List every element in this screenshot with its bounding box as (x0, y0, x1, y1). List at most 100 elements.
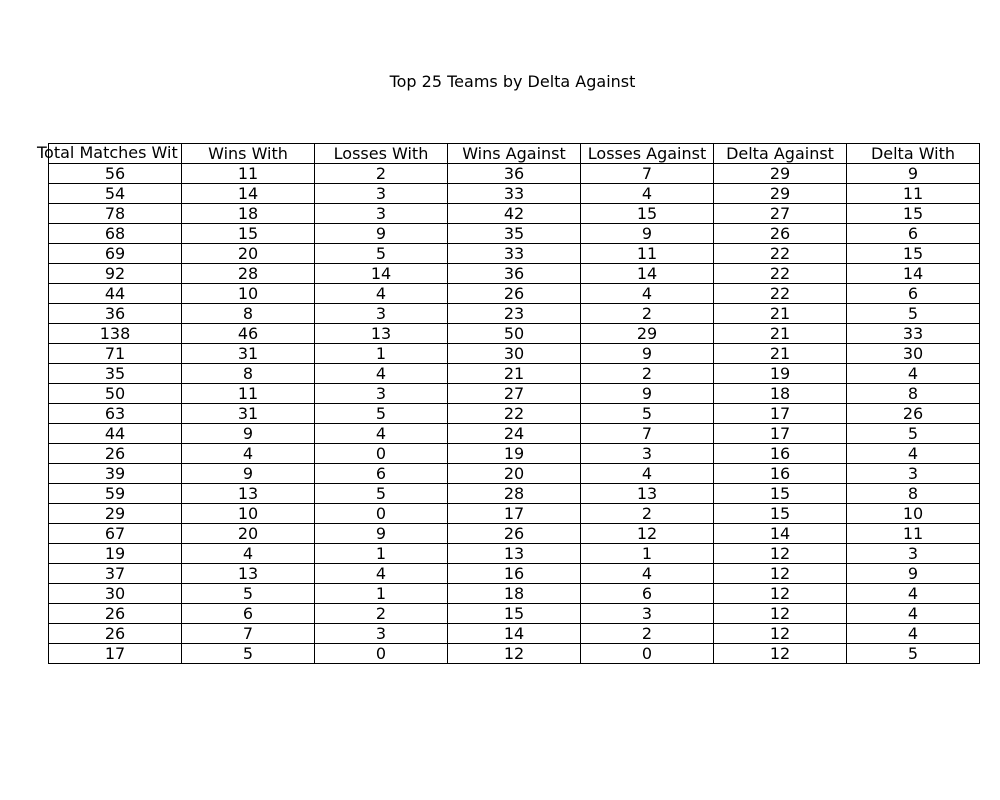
table-cell: 9 (314, 223, 448, 244)
table-cell: 4 (181, 443, 315, 464)
table-cell: 30 (846, 343, 980, 364)
table-cell: 15 (846, 203, 980, 224)
table-cell: 11 (181, 163, 315, 184)
table-cell: 26 (48, 603, 182, 624)
table-cell: 54 (48, 183, 182, 204)
table-cell: 18 (447, 583, 581, 604)
table-cell: 0 (314, 643, 448, 664)
table-cell: 3 (314, 623, 448, 644)
table-row: 71 31 1 30 9 21 30 (48, 343, 980, 364)
table-cell: 11 (846, 523, 980, 544)
table-cell: 2 (580, 623, 714, 644)
table-cell: 22 (713, 243, 847, 264)
table-cell: 14 (447, 623, 581, 644)
table-cell: 26 (48, 623, 182, 644)
table-cell: 6 (314, 463, 448, 484)
table-row: 56 11 2 36 7 29 9 (48, 163, 980, 184)
table-cell: 4 (846, 583, 980, 604)
table-cell: 50 (48, 383, 182, 404)
column-header-label: Delta Against (726, 143, 834, 163)
table-cell: 5 (181, 643, 315, 664)
table-cell: 78 (48, 203, 182, 224)
table-cell: 8 (846, 483, 980, 504)
table-cell: 6 (580, 583, 714, 604)
table-cell: 27 (713, 203, 847, 224)
table-row: 63 31 5 22 5 17 26 (48, 403, 980, 424)
table-cell: 10 (181, 283, 315, 304)
table-cell: 8 (846, 383, 980, 404)
table-cell: 2 (580, 503, 714, 524)
table-cell: 21 (713, 343, 847, 364)
table-cell: 15 (846, 243, 980, 264)
table-cell: 26 (846, 403, 980, 424)
table-cell: 4 (580, 463, 714, 484)
table-cell: 14 (846, 263, 980, 284)
table-cell: 3 (580, 443, 714, 464)
table-cell: 7 (181, 623, 315, 644)
table-cell: 4 (846, 443, 980, 464)
table-cell: 3 (580, 603, 714, 624)
table-cell: 24 (447, 423, 581, 444)
table-cell: 9 (314, 523, 448, 544)
table-cell: 28 (447, 483, 581, 504)
table-cell: 46 (181, 323, 315, 344)
column-header: Wins Against (447, 143, 581, 164)
column-header: Losses With (314, 143, 448, 164)
table-cell: 1 (314, 543, 448, 564)
table-cell: 1 (580, 543, 714, 564)
table-row: 44 10 4 26 4 22 6 (48, 283, 980, 304)
table-cell: 14 (181, 183, 315, 204)
table-cell: 18 (713, 383, 847, 404)
table-cell: 5 (314, 483, 448, 504)
table-body: 56 11 2 36 7 29 9 54 14 3 33 4 29 11 78 18 3 42 15 27 15 68 15… (48, 163, 980, 664)
table-cell: 5 (846, 423, 980, 444)
table-cell: 13 (580, 483, 714, 504)
table-cell: 26 (447, 523, 581, 544)
table-row: 50 11 3 27 9 18 8 (48, 383, 980, 404)
table-cell: 9 (846, 563, 980, 584)
table-cell: 15 (447, 603, 581, 624)
table-cell: 9 (846, 163, 980, 184)
table-cell: 4 (181, 543, 315, 564)
table-cell: 9 (580, 343, 714, 364)
table-cell: 12 (713, 623, 847, 644)
table-cell: 3 (314, 183, 448, 204)
table-cell: 23 (447, 303, 581, 324)
table-cell: 12 (713, 643, 847, 664)
table-cell: 31 (181, 403, 315, 424)
data-table: Total Matches Wit Wins With Losses With Win… (37, 143, 980, 664)
table-cell: 11 (181, 383, 315, 404)
table-cell: 2 (314, 603, 448, 624)
table-cell: 17 (48, 643, 182, 664)
table-cell: 59 (48, 483, 182, 504)
table-cell: 138 (48, 323, 182, 344)
table-cell: 2 (314, 163, 448, 184)
table-cell: 35 (48, 363, 182, 384)
table-cell: 0 (314, 443, 448, 464)
table-cell: 6 (181, 603, 315, 624)
table-row: 36 8 3 23 2 21 5 (48, 303, 980, 324)
table-cell: 44 (48, 283, 182, 304)
table-cell: 68 (48, 223, 182, 244)
table-cell: 16 (447, 563, 581, 584)
table-cell: 39 (48, 463, 182, 484)
column-header-label: Losses Against (587, 143, 707, 163)
table-cell: 10 (181, 503, 315, 524)
table-cell: 4 (314, 363, 448, 384)
table-cell: 4 (580, 183, 714, 204)
table-cell: 12 (580, 523, 714, 544)
table-cell: 3 (314, 203, 448, 224)
table-cell: 36 (447, 263, 581, 284)
table-cell: 37 (48, 563, 182, 584)
table-cell: 12 (713, 543, 847, 564)
table-cell: 4 (314, 283, 448, 304)
table-cell: 22 (713, 263, 847, 284)
table-cell: 14 (580, 263, 714, 284)
table-cell: 6 (846, 283, 980, 304)
table-row: 26 4 0 19 3 16 4 (48, 443, 980, 464)
table-row: 59 13 5 28 13 15 8 (48, 483, 980, 504)
table-cell: 7 (580, 423, 714, 444)
table-cell: 21 (713, 303, 847, 324)
table-cell: 4 (314, 423, 448, 444)
table-row: 39 9 6 20 4 16 3 (48, 463, 980, 484)
